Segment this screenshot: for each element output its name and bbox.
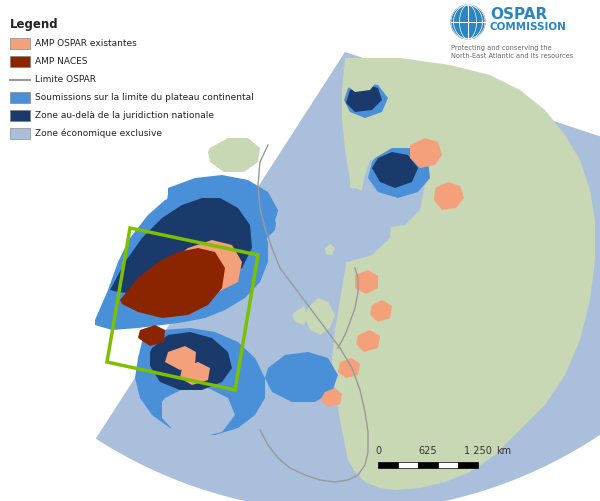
Polygon shape bbox=[120, 248, 225, 318]
Text: km: km bbox=[496, 446, 511, 456]
Text: 0: 0 bbox=[375, 446, 381, 456]
Text: 1 250: 1 250 bbox=[464, 446, 492, 456]
Polygon shape bbox=[360, 155, 425, 228]
Polygon shape bbox=[320, 388, 342, 407]
Text: 625: 625 bbox=[419, 446, 437, 456]
Text: COMMISSION: COMMISSION bbox=[490, 22, 567, 32]
Bar bbox=[398, 462, 418, 468]
Polygon shape bbox=[175, 240, 242, 292]
Circle shape bbox=[451, 5, 485, 39]
Polygon shape bbox=[346, 84, 382, 112]
Text: Zone au-delà de la juridiction nationale: Zone au-delà de la juridiction nationale bbox=[35, 111, 214, 120]
Polygon shape bbox=[96, 52, 600, 501]
Bar bbox=[10, 56, 30, 67]
Text: Zone économique exclusive: Zone économique exclusive bbox=[35, 129, 162, 138]
Polygon shape bbox=[372, 152, 418, 188]
Polygon shape bbox=[338, 358, 360, 378]
Polygon shape bbox=[275, 188, 392, 262]
Polygon shape bbox=[138, 325, 165, 346]
Polygon shape bbox=[332, 58, 595, 490]
Polygon shape bbox=[356, 330, 380, 352]
Bar bbox=[10, 110, 30, 121]
Text: Legend: Legend bbox=[10, 18, 59, 31]
Polygon shape bbox=[410, 138, 442, 168]
Polygon shape bbox=[368, 148, 430, 198]
Polygon shape bbox=[162, 388, 235, 438]
Polygon shape bbox=[325, 244, 335, 255]
Text: AMP OSPAR existantes: AMP OSPAR existantes bbox=[35, 39, 137, 48]
Polygon shape bbox=[344, 82, 388, 118]
Polygon shape bbox=[305, 298, 335, 335]
Text: Protecting and conserving the
North-East Atlantic and its resources: Protecting and conserving the North-East… bbox=[451, 45, 573, 59]
Polygon shape bbox=[208, 138, 260, 172]
Polygon shape bbox=[95, 190, 268, 330]
Bar bbox=[10, 38, 30, 49]
Text: Limite OSPAR: Limite OSPAR bbox=[35, 75, 96, 84]
Polygon shape bbox=[434, 182, 464, 210]
Text: OSPAR: OSPAR bbox=[490, 7, 547, 22]
Bar bbox=[10, 128, 30, 139]
Polygon shape bbox=[135, 328, 265, 435]
Polygon shape bbox=[265, 352, 338, 402]
Polygon shape bbox=[165, 175, 278, 252]
Polygon shape bbox=[165, 346, 196, 370]
Polygon shape bbox=[370, 300, 392, 322]
Bar bbox=[378, 462, 398, 468]
Polygon shape bbox=[110, 198, 252, 295]
Bar bbox=[418, 462, 438, 468]
Bar bbox=[438, 462, 458, 468]
Polygon shape bbox=[292, 306, 308, 325]
Bar bbox=[458, 462, 478, 468]
Text: AMP NACES: AMP NACES bbox=[35, 57, 88, 66]
Text: Soumissions sur la limite du plateau continental: Soumissions sur la limite du plateau con… bbox=[35, 93, 254, 102]
Polygon shape bbox=[180, 362, 210, 385]
Polygon shape bbox=[345, 62, 378, 92]
Polygon shape bbox=[150, 332, 232, 390]
Polygon shape bbox=[355, 270, 378, 294]
Bar bbox=[10, 92, 30, 103]
